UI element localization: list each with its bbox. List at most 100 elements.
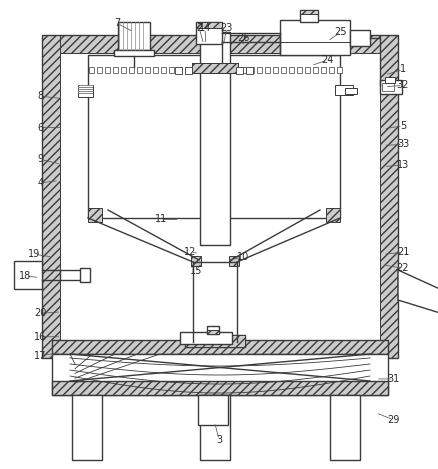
Bar bbox=[217, 67, 222, 73]
Text: 9: 9 bbox=[37, 154, 43, 165]
Bar bbox=[88, 55, 340, 218]
Text: 17: 17 bbox=[34, 350, 46, 361]
Bar bbox=[280, 20, 350, 55]
Bar bbox=[207, 326, 219, 334]
Bar bbox=[121, 67, 126, 73]
Bar bbox=[14, 261, 42, 289]
Text: 18: 18 bbox=[19, 271, 32, 281]
Text: 5: 5 bbox=[400, 121, 406, 131]
Bar bbox=[326, 208, 340, 222]
Bar bbox=[88, 208, 102, 222]
Bar bbox=[380, 35, 398, 358]
Text: 20: 20 bbox=[34, 308, 46, 318]
Text: 3: 3 bbox=[216, 435, 222, 445]
Bar bbox=[233, 67, 238, 73]
Bar bbox=[229, 256, 239, 266]
Bar bbox=[198, 395, 228, 425]
Text: 21: 21 bbox=[397, 247, 409, 257]
Bar bbox=[180, 332, 232, 344]
Bar bbox=[185, 335, 245, 347]
Bar bbox=[289, 67, 294, 73]
Bar bbox=[300, 10, 318, 14]
Bar bbox=[196, 22, 222, 28]
Bar bbox=[385, 77, 395, 83]
Text: 33: 33 bbox=[397, 139, 409, 150]
Bar bbox=[88, 55, 340, 67]
Text: 10: 10 bbox=[237, 252, 249, 262]
Text: 14: 14 bbox=[199, 23, 211, 33]
Bar bbox=[60, 270, 85, 280]
Bar bbox=[52, 381, 388, 395]
Bar bbox=[78, 89, 93, 90]
Bar bbox=[265, 67, 270, 73]
Bar bbox=[305, 67, 310, 73]
Bar bbox=[52, 354, 388, 395]
Bar bbox=[281, 67, 286, 73]
Text: 32: 32 bbox=[397, 80, 409, 91]
Bar bbox=[257, 67, 262, 73]
Bar bbox=[185, 67, 192, 74]
Bar bbox=[345, 88, 357, 94]
Text: 8: 8 bbox=[37, 91, 43, 101]
Bar bbox=[161, 67, 166, 73]
Bar bbox=[78, 91, 93, 92]
Bar bbox=[118, 22, 150, 50]
Text: 6: 6 bbox=[37, 122, 43, 133]
Text: 13: 13 bbox=[397, 160, 409, 170]
Bar bbox=[201, 67, 206, 73]
Bar bbox=[273, 67, 278, 73]
Text: 12: 12 bbox=[184, 247, 197, 257]
Bar bbox=[78, 87, 93, 88]
Bar bbox=[105, 67, 110, 73]
Bar bbox=[225, 67, 230, 73]
Bar bbox=[42, 35, 60, 358]
Bar bbox=[209, 67, 214, 73]
Bar bbox=[52, 340, 388, 354]
Bar bbox=[78, 85, 93, 86]
Bar bbox=[337, 67, 342, 73]
Bar bbox=[241, 67, 246, 73]
Bar bbox=[78, 93, 93, 94]
Bar bbox=[300, 10, 318, 22]
Bar bbox=[380, 80, 402, 94]
Bar bbox=[185, 67, 190, 73]
Bar bbox=[313, 67, 318, 73]
Bar bbox=[207, 330, 219, 334]
Bar bbox=[200, 32, 230, 245]
Text: 26: 26 bbox=[237, 33, 249, 44]
Bar bbox=[42, 340, 398, 358]
Bar bbox=[145, 67, 150, 73]
Bar bbox=[382, 83, 394, 91]
Bar bbox=[330, 395, 360, 460]
Bar bbox=[246, 67, 253, 74]
Bar bbox=[52, 381, 388, 395]
Bar bbox=[350, 30, 370, 46]
Text: 31: 31 bbox=[387, 374, 399, 384]
Bar bbox=[329, 67, 334, 73]
Bar bbox=[321, 67, 326, 73]
Bar bbox=[193, 67, 198, 73]
Text: 22: 22 bbox=[397, 263, 409, 273]
Text: 29: 29 bbox=[387, 415, 399, 425]
Bar bbox=[113, 67, 118, 73]
Bar bbox=[196, 22, 222, 44]
Text: 19: 19 bbox=[28, 249, 40, 259]
Polygon shape bbox=[398, 270, 438, 317]
Bar bbox=[114, 50, 154, 56]
Bar bbox=[192, 63, 238, 73]
Text: 11: 11 bbox=[155, 214, 167, 225]
Bar bbox=[185, 335, 245, 347]
Bar bbox=[137, 67, 142, 73]
Bar bbox=[177, 67, 182, 73]
Bar bbox=[175, 67, 182, 74]
Bar bbox=[297, 67, 302, 73]
Bar bbox=[200, 395, 230, 460]
Bar bbox=[169, 67, 174, 73]
Text: 23: 23 bbox=[221, 23, 233, 33]
Text: 2: 2 bbox=[196, 23, 202, 33]
Bar bbox=[42, 35, 398, 358]
Text: 7: 7 bbox=[114, 18, 120, 29]
Bar bbox=[249, 67, 254, 73]
Bar bbox=[97, 67, 102, 73]
Text: 1: 1 bbox=[400, 64, 406, 75]
